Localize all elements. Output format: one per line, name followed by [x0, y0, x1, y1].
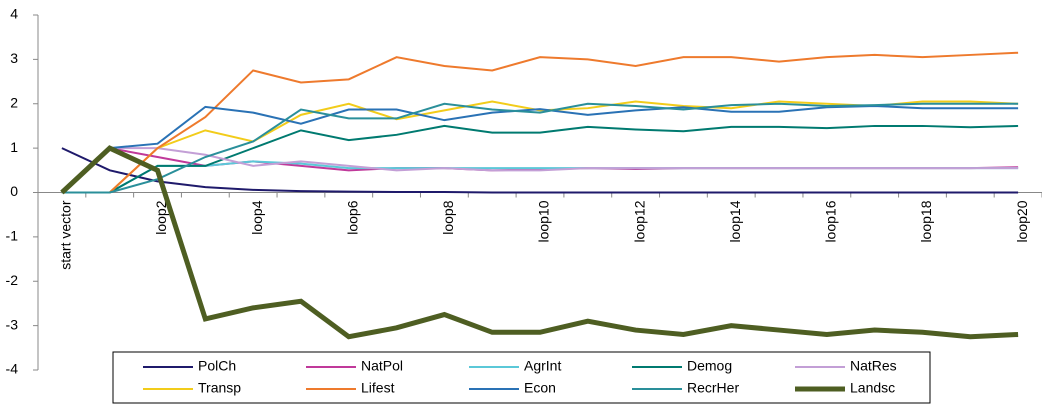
series-line [60, 145, 1019, 340]
y-tick-label: -1 [6, 228, 19, 244]
series-line [61, 147, 1019, 194]
legend-box [112, 351, 931, 404]
x-tick-label: loop20 [1014, 200, 1030, 242]
y-tick-label: 2 [10, 94, 18, 110]
series-line [61, 104, 1019, 194]
legend-label: Landsc [850, 380, 895, 396]
legend-label: Transp [198, 380, 241, 396]
x-tick-label: loop4 [249, 200, 265, 234]
legend-label: NatPol [361, 358, 403, 374]
y-tick-label: -4 [6, 361, 19, 377]
y-tick-label: 3 [10, 50, 18, 66]
y-tick-label: -3 [6, 316, 19, 332]
y-tick-label: -2 [6, 272, 19, 288]
x-tick-label: loop18 [918, 200, 934, 242]
x-tick-label: loop10 [536, 200, 552, 242]
legend-label: NatRes [850, 358, 897, 374]
legend-label: Lifest [361, 380, 395, 396]
y-tick-label: 0 [10, 183, 18, 199]
series-line [61, 51, 1019, 194]
x-tick-label: loop6 [344, 200, 360, 234]
x-tick-label: loop8 [440, 200, 456, 234]
y-tick-label: 1 [10, 139, 18, 155]
series-line [61, 124, 1019, 194]
series-line [61, 102, 1019, 194]
x-tick-label: loop14 [727, 200, 743, 242]
legend-label: AgrInt [524, 358, 561, 374]
legend-label: Demog [687, 358, 732, 374]
x-tick-label: start vector [58, 200, 74, 270]
x-tick-label: loop16 [823, 200, 839, 242]
legend-label: Econ [524, 380, 556, 396]
series-line [61, 100, 1019, 194]
y-tick-label: 4 [10, 6, 18, 22]
legend-label: PolCh [198, 358, 236, 374]
series-line [61, 147, 1019, 194]
x-tick-label: loop12 [631, 200, 647, 242]
x-tick-label: loop2 [153, 200, 169, 234]
legend-label: RecrHer [687, 380, 739, 396]
